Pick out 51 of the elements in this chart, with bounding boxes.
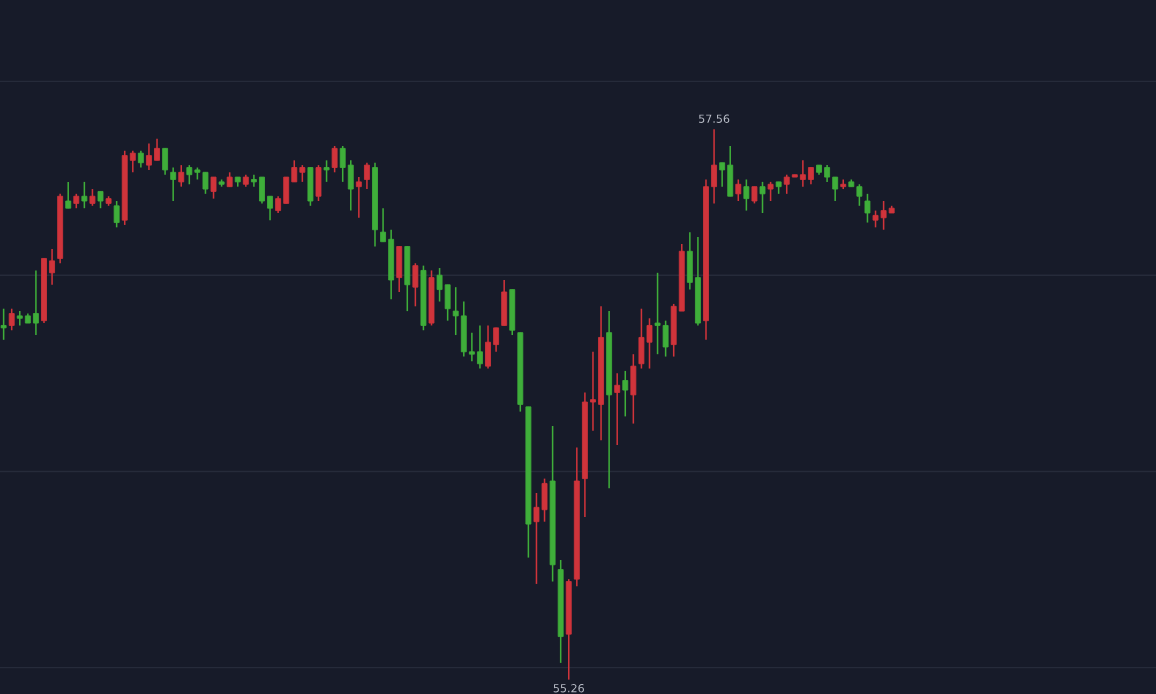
candlestick — [49, 248, 55, 286]
candlestick — [840, 178, 847, 190]
candlestick — [436, 267, 443, 303]
candlestick — [291, 159, 298, 183]
candlestick — [267, 195, 273, 221]
candlestick — [380, 207, 386, 243]
candlestick — [468, 331, 475, 363]
candlestick — [65, 181, 72, 209]
candlestick — [444, 284, 451, 322]
annotation: 57.56 — [699, 114, 730, 123]
candlestick — [711, 128, 717, 205]
candlestick — [783, 173, 790, 195]
candlestick — [259, 176, 265, 205]
candlestick — [767, 181, 774, 202]
candlestick — [799, 159, 806, 188]
candlestick — [743, 178, 750, 212]
candlestick — [331, 145, 338, 174]
candlestick — [485, 324, 491, 370]
candlestick — [178, 164, 185, 188]
candlestick — [186, 164, 193, 186]
candlestick — [590, 351, 596, 432]
candlestick — [355, 176, 362, 219]
candlestick — [113, 200, 120, 229]
candlestick — [614, 372, 621, 446]
candlestick — [719, 161, 726, 188]
candlestick — [8, 307, 15, 332]
candlestick — [493, 327, 500, 353]
candlestick — [832, 176, 839, 202]
candlestick — [856, 183, 863, 207]
candlestick — [364, 161, 370, 190]
candlestick — [452, 286, 459, 336]
candlestick — [129, 150, 136, 174]
candlestick — [154, 138, 160, 162]
candlestick — [622, 370, 629, 418]
candlestick — [81, 181, 88, 209]
candlestick — [347, 159, 354, 212]
candlestick — [146, 142, 152, 171]
candlestick — [477, 324, 483, 370]
candlestick — [162, 147, 169, 176]
candlestick — [864, 193, 871, 224]
candlestick — [0, 307, 7, 341]
candlestick — [735, 178, 742, 202]
candlestick — [33, 269, 39, 336]
candlestick — [759, 181, 766, 214]
candlestick — [170, 166, 177, 202]
annotation: 55.26 — [553, 684, 584, 693]
candlestick — [16, 310, 23, 327]
candlestick — [323, 159, 330, 183]
candlestick — [412, 262, 419, 308]
candlestick — [210, 176, 217, 200]
candlestick — [339, 145, 346, 183]
